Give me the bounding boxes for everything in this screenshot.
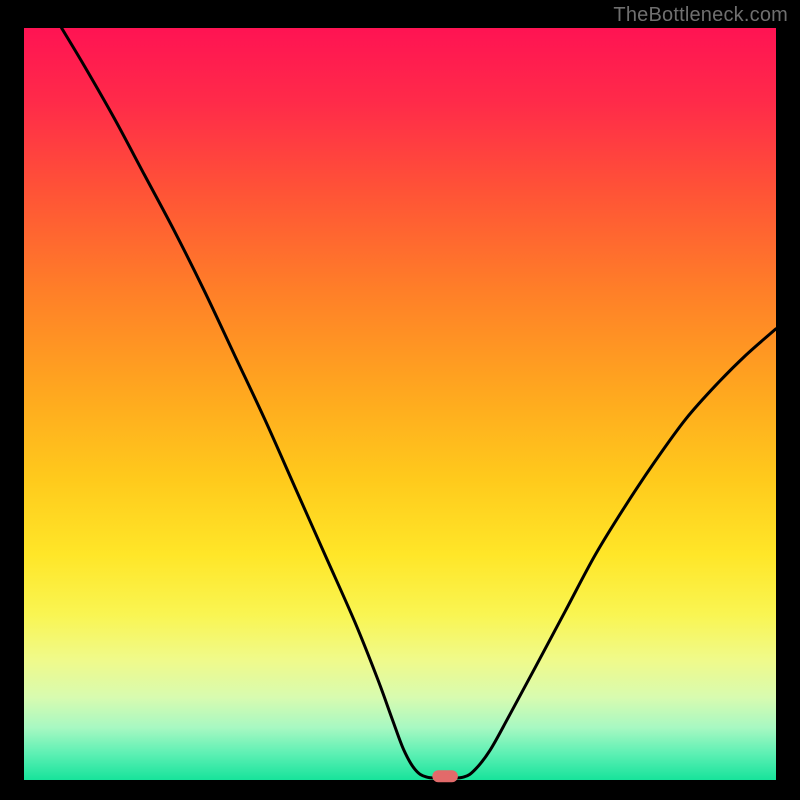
optimum-marker: [432, 770, 458, 782]
bottleneck-chart: [0, 0, 800, 800]
plot-gradient: [24, 28, 776, 780]
watermark-text: TheBottleneck.com: [613, 4, 788, 27]
